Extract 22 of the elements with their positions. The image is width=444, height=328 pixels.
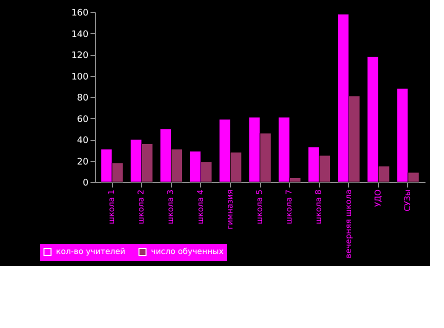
legend-label: число обученных: [151, 246, 224, 256]
x-tick-label: школа 7: [284, 190, 294, 224]
x-tick-label: школа 2: [136, 190, 146, 224]
x-tick-label: гимназия: [225, 189, 234, 230]
x-tick-label: школа 8: [314, 190, 324, 224]
y-tick-label: 20: [77, 157, 89, 168]
y-tick-label: 140: [71, 30, 89, 40]
y-tick-label: 60: [77, 114, 89, 125]
y-tick-label: 120: [71, 51, 89, 61]
x-tick-label: школа 4: [196, 190, 205, 224]
x-tick-label: УДО: [373, 190, 382, 207]
y-tick-label: 100: [71, 72, 89, 82]
x-tick-label: СУЗы: [402, 190, 412, 212]
legend-label: кол-во учителей: [56, 246, 126, 256]
x-tick-label: школа 1: [107, 190, 116, 224]
x-tick-label: школа 3: [166, 190, 176, 224]
y-tick-label: 0: [82, 178, 89, 188]
y-tick-label: 160: [71, 8, 89, 18]
y-tick-label: 80: [77, 94, 89, 104]
x-tick-label: школа 5: [255, 190, 264, 224]
x-tick-label: вечерняя школа: [344, 189, 353, 258]
y-tick-label: 40: [77, 136, 89, 146]
